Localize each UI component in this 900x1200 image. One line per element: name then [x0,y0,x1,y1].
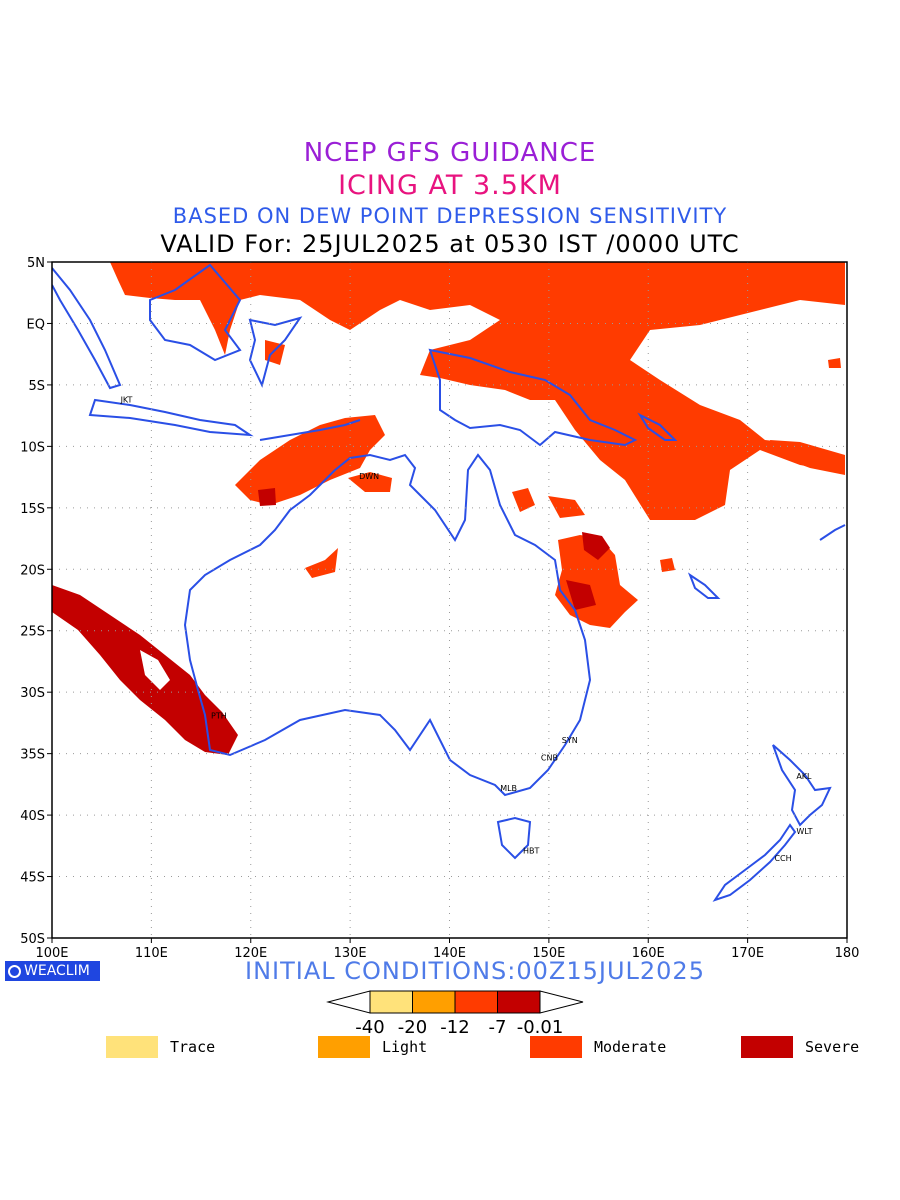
legend-moderate: Moderate [530,1036,666,1058]
icing-region-speck [660,558,675,572]
city-label-syn: SYN [562,736,578,745]
lat-tick-label: 10S [20,440,45,455]
legend-swatch-trace [106,1036,158,1058]
coastline-new-zealand-north [772,744,832,827]
legend-swatch-severe [741,1036,793,1058]
colorbar-label: -12 [440,1017,469,1038]
icing-region-timor-sea [235,415,385,505]
icing-region-coral-sea-a [512,488,535,512]
brand-name: WEACLIM [24,963,90,979]
city-label-cch: CCH [774,854,791,863]
city-label-dwn: DWN [359,472,379,481]
icing-region-speck-2 [828,358,841,368]
lat-tick-label: 30S [20,686,45,701]
icing-region-pacific-east [770,440,845,475]
colorbar-left-arrow [326,990,371,1014]
icing-severe-regions [52,488,610,755]
coastline-borneo [149,263,242,362]
icing-region-qld-severe-a [582,532,610,560]
axis-ticks: 100E 110E 120E 130E 140E 150E 160E 170E 180 5N EQ 5… [20,256,859,961]
city-label-jkt: JKT [120,396,133,405]
colorbar-cell [369,990,413,1014]
icing-region-maritime-north [110,262,845,520]
title-line-3: BASED ON DEW POINT DEPRESSION SENSITIVIT… [172,204,728,228]
coastline-new-zealand-south [712,823,797,902]
lat-tick-label: 35S [20,748,45,763]
icing-moderate-regions [110,262,845,628]
city-label-wlt: WLT [796,827,812,836]
weaclim-logo: WEACLIM [5,961,100,981]
legend-severe: Severe [741,1036,859,1058]
title-line-2: ICING AT 3.5KM [338,170,562,201]
legend-trace: Trace [106,1036,215,1058]
title-line-1: NCEP GFS GUIDANCE [303,138,597,168]
valid-time: VALID For: 25JUL2025 at 0530 IST /0000 U… [160,230,740,258]
icing-region-kimberley-offshore [305,548,338,578]
coastline-new-caledonia [687,572,721,599]
legend-label-severe: Severe [805,1038,860,1056]
colorbar-right-arrow [539,990,584,1014]
city-label-hbt: HBT [523,847,540,856]
coastline-fiji [819,524,846,541]
colorbar-cell [412,990,456,1014]
legend-light: Light [318,1036,427,1058]
lat-tick-label: 20S [20,563,45,578]
lon-tick-label: 150E [532,946,565,961]
lon-tick-label: 110E [135,946,168,961]
legend-swatch-light [318,1036,370,1058]
icing-region-timor-severe [258,488,276,506]
colorbar-label: -0.01 [517,1017,564,1038]
lat-tick-label: 15S [20,502,45,517]
copyright-icon [8,964,21,978]
lon-tick-label: 170E [731,946,764,961]
city-label-mlb: MLB [500,784,517,793]
coastline-australia [183,453,592,797]
coastlines [52,263,846,902]
lat-tick-label: 40S [20,809,45,824]
icing-region-qld-severe-b [566,580,596,610]
colorbar-label: -7 [489,1017,507,1038]
legend-label-light: Light [382,1038,428,1056]
lat-tick-label: 50S [20,932,45,947]
lat-tick-label: 25S [20,625,45,640]
coastline-sumatra [52,267,122,390]
initial-conditions: INITIAL CONDITIONS:00Z15JUL2025 [245,957,705,985]
lon-tick-label: 160E [632,946,665,961]
city-labels: JKT DWN PTH SYN CNB MLB HBT AKL WLT CCH [120,396,813,863]
city-label-pth: PTH [211,712,227,721]
coastline-solomons [637,412,678,441]
legend-label-moderate: Moderate [594,1038,667,1056]
colorbar-cell [497,990,541,1014]
colorbar-cell [454,990,498,1014]
colorbar-label: -20 [398,1017,427,1038]
lat-tick-label: 5N [27,256,45,271]
lat-tick-label: EQ [27,317,45,332]
lat-lon-grid [52,262,847,938]
colorbar-label: -40 [355,1017,384,1038]
city-label-akl: AKL [796,772,812,781]
legend-swatch-moderate [530,1036,582,1058]
coastline-java [88,398,254,437]
icing-region-coral-sea-b [548,496,585,518]
coastline-new-guinea [428,348,638,447]
lon-tick-label: 180 [835,946,860,961]
icing-region-gap [140,650,170,690]
lon-tick-label: 100E [35,946,68,961]
lat-tick-label: 45S [20,871,45,886]
icing-region-arafura [348,472,392,492]
lon-tick-label: 130E [334,946,367,961]
lon-tick-label: 140E [433,946,466,961]
city-label-cnb: CNB [541,753,558,762]
lat-tick-label: 5S [28,379,45,394]
colorbar: -40 -20 -12 -7 -0.01 [326,990,584,1038]
coastline-sulawesi [248,316,303,388]
lon-tick-label: 120E [234,946,267,961]
legend-label-trace: Trace [170,1038,216,1056]
coastline-tasmania [496,816,532,860]
